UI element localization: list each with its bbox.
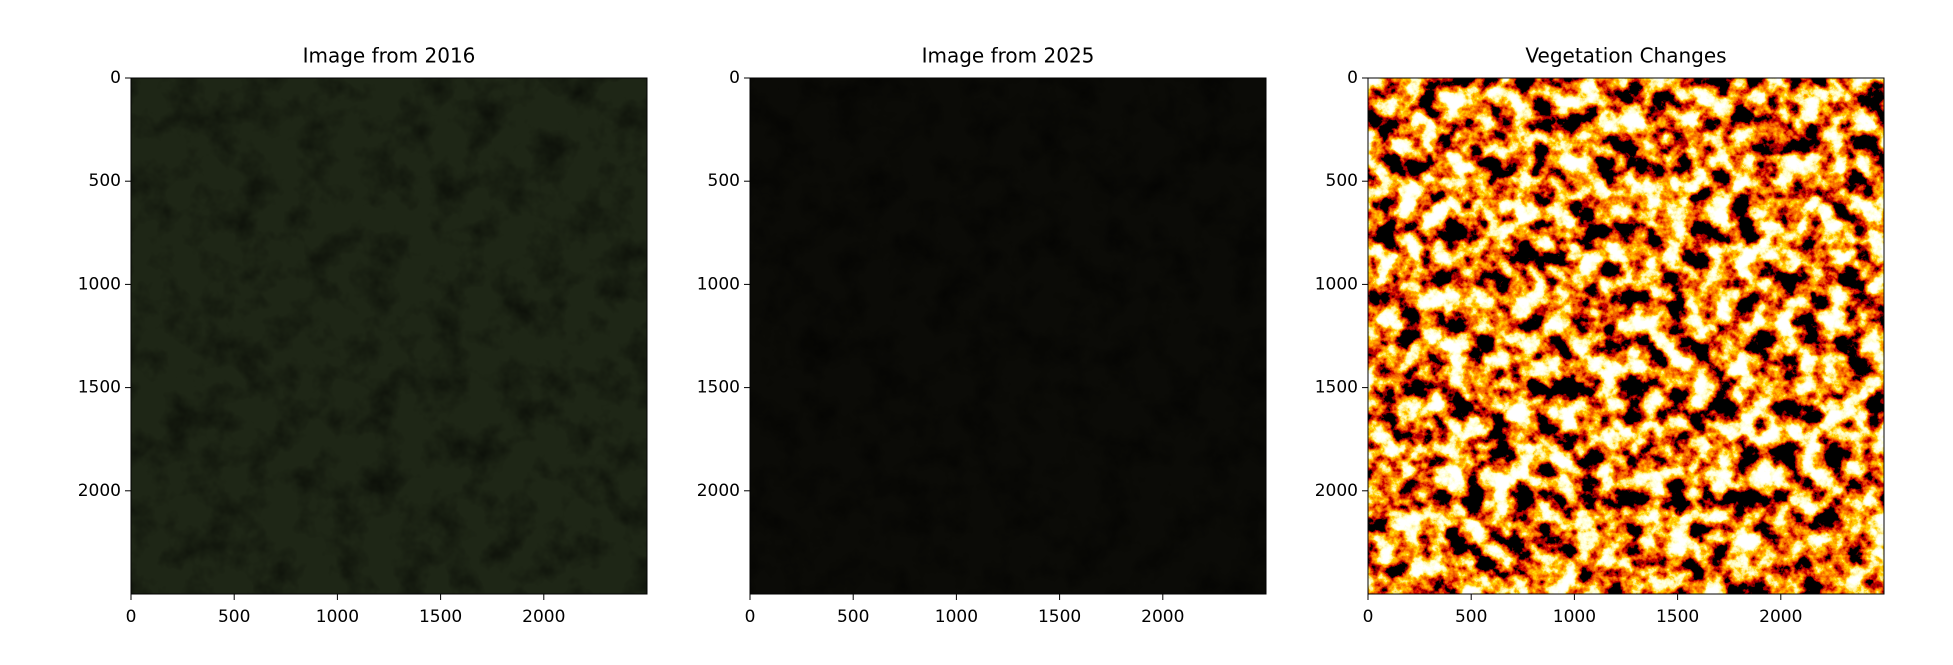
axes-frame bbox=[749, 77, 1267, 595]
x-tick-label: 1500 bbox=[1656, 607, 1699, 627]
x-tick-label: 0 bbox=[1363, 607, 1374, 627]
y-tick-label: 0 bbox=[729, 68, 740, 88]
y-tick-label: 1000 bbox=[78, 274, 121, 294]
y-tick-label: 1500 bbox=[697, 378, 740, 398]
axes-frame bbox=[1367, 77, 1885, 595]
y-tick-label: 1500 bbox=[1315, 378, 1358, 398]
y-tick-label: 1500 bbox=[78, 378, 121, 398]
y-tick-label: 500 bbox=[708, 171, 740, 191]
x-tick-label: 2000 bbox=[1759, 607, 1802, 627]
x-tick-label: 0 bbox=[126, 607, 137, 627]
x-tick-label: 1000 bbox=[935, 607, 978, 627]
x-tick-label: 2000 bbox=[1141, 607, 1184, 627]
y-tick-label: 1000 bbox=[697, 274, 740, 294]
image bbox=[1368, 78, 1884, 594]
y-tick-label: 500 bbox=[89, 171, 121, 191]
x-tick-label: 500 bbox=[1455, 607, 1487, 627]
axes-title: Image from 2025 bbox=[922, 44, 1095, 68]
x-tick-label: 1000 bbox=[1553, 607, 1596, 627]
x-tick-label: 0 bbox=[745, 607, 756, 627]
image-texture bbox=[131, 78, 647, 594]
axes-title: Image from 2016 bbox=[303, 44, 476, 68]
y-tick-label: 500 bbox=[1326, 171, 1358, 191]
axes-title: Vegetation Changes bbox=[1525, 44, 1726, 68]
y-tick-label: 2000 bbox=[697, 481, 740, 501]
axes-frame bbox=[130, 77, 648, 595]
x-tick-label: 1500 bbox=[419, 607, 462, 627]
y-tick-label: 0 bbox=[1347, 68, 1358, 88]
x-tick-label: 1000 bbox=[316, 607, 359, 627]
y-tick-label: 2000 bbox=[78, 481, 121, 501]
y-tick-label: 1000 bbox=[1315, 274, 1358, 294]
x-tick-label: 2000 bbox=[522, 607, 565, 627]
x-tick-label: 1500 bbox=[1038, 607, 1081, 627]
y-tick-label: 0 bbox=[110, 68, 121, 88]
x-tick-label: 500 bbox=[837, 607, 869, 627]
y-tick-label: 2000 bbox=[1315, 481, 1358, 501]
image-texture bbox=[750, 78, 1266, 594]
x-tick-label: 500 bbox=[218, 607, 250, 627]
